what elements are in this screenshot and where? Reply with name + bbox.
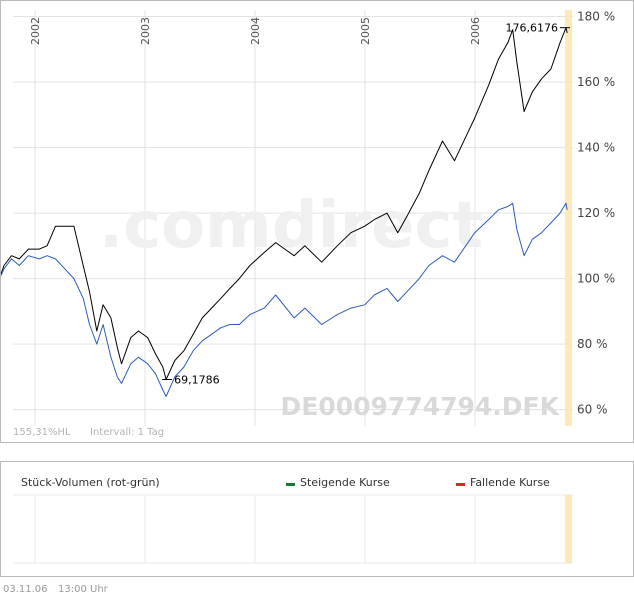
y-tick-label: 60 % [577, 403, 608, 417]
max-label: 176,6176 [506, 22, 559, 35]
volume-highlight-band [565, 495, 572, 563]
x-tick-label: 2003 [139, 17, 152, 45]
x-tick-label: 2005 [359, 17, 372, 45]
price-chart-panel: .comdirect DE0009774794.DFK 2002 2003 2004… [0, 0, 634, 443]
info-interval: Intervall: 1 Tag [90, 427, 164, 438]
volume-title: Stück-Volumen (rot-grün) [21, 476, 160, 489]
current-period-highlight [565, 10, 572, 426]
y-tick-label: 180 % [577, 10, 615, 24]
x-tick-labels: 2002 2003 2004 2005 2006 [29, 17, 482, 45]
series-layer [0, 27, 568, 397]
legend-swatch-falling [456, 483, 465, 486]
x-tick-label: 2004 [249, 17, 262, 45]
y-tick-labels: 60 % 80 % 100 % 120 % 140 % 160 % 180 % [577, 10, 615, 417]
annotations: 176,6176 69,1786 [162, 22, 571, 386]
y-tick-label: 100 % [577, 272, 615, 286]
legend-label-rising: Steigende Kurse [300, 476, 390, 489]
y-tick-label: 160 % [577, 75, 615, 89]
y-tick-label: 80 % [577, 337, 608, 351]
y-tick-label: 140 % [577, 141, 615, 155]
volume-panel: Stück-Volumen (rot-grün) Steigende Kurse… [0, 461, 634, 577]
watermark-text: .comdirect [99, 189, 483, 263]
vertical-gridlines [34, 10, 476, 426]
footer-time: 13:00 Uhr [58, 584, 108, 595]
x-tick-label: 2006 [469, 17, 482, 45]
legend-label-falling: Fallende Kurse [470, 476, 550, 489]
horizontal-gridlines [13, 16, 573, 411]
min-label: 69,1786 [174, 373, 220, 386]
symbol-label: DE0009774794.DFK [281, 392, 561, 421]
price-chart: .comdirect DE0009774794.DFK 2002 2003 2004… [0, 10, 615, 438]
footer-date: 03.11.06 [3, 584, 48, 595]
volume-chart [13, 494, 573, 564]
legend-swatch-rising [286, 483, 295, 486]
x-tick-label: 2002 [29, 17, 42, 45]
y-tick-label: 120 % [577, 206, 615, 220]
series-line-2 [0, 202, 568, 397]
series-line-1 [0, 27, 568, 380]
info-left: 155,31%HL [13, 427, 71, 438]
volume-gridlines [13, 494, 573, 564]
